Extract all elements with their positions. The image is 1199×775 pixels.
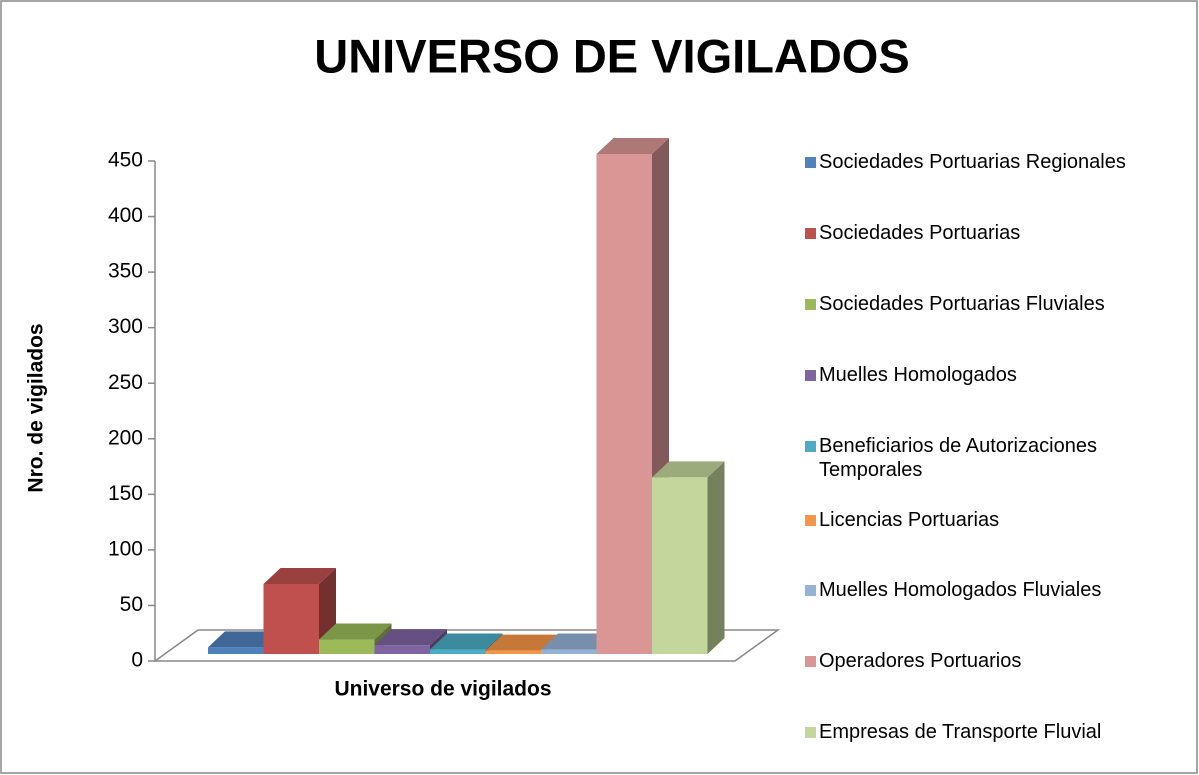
y-tick-label: 250 bbox=[108, 371, 143, 394]
y-tick-label: 400 bbox=[108, 204, 143, 227]
legend-item: Sociedades Portuarias bbox=[803, 221, 1183, 245]
bar-side bbox=[707, 461, 725, 654]
legend-item: Muelles Homologados Fluviales bbox=[803, 578, 1183, 602]
legend-label: Sociedades Portuarias Regionales bbox=[819, 151, 1126, 173]
bar-front bbox=[541, 649, 597, 654]
y-tick-label: 100 bbox=[108, 537, 143, 560]
bar bbox=[263, 568, 336, 654]
legend-swatch bbox=[805, 228, 816, 239]
bar bbox=[652, 461, 725, 654]
legend-swatch bbox=[805, 727, 816, 738]
bar-front bbox=[430, 649, 486, 654]
y-tick-label: 50 bbox=[120, 593, 143, 616]
legend-item: Empresas de Transporte Fluvial bbox=[803, 720, 1183, 744]
legend-label: Muelles Homologados bbox=[819, 364, 1017, 386]
legend-swatch bbox=[805, 441, 816, 452]
bar-top bbox=[541, 633, 614, 650]
y-tick-label: 350 bbox=[108, 260, 143, 283]
legend-label: Licencias Portuarias bbox=[819, 509, 1000, 531]
legend-swatch bbox=[805, 585, 816, 596]
legend-item: Beneficiarios de Autorizaciones Temporal… bbox=[803, 434, 1183, 482]
bar-front bbox=[485, 650, 541, 654]
y-tick-label: 0 bbox=[131, 649, 143, 672]
y-tick-label: 150 bbox=[108, 482, 143, 505]
bar-front bbox=[319, 639, 375, 654]
legend-item: Sociedades Portuarias Regionales bbox=[803, 150, 1183, 174]
chart-title: UNIVERSO DE VIGILADOS bbox=[314, 29, 909, 82]
legend-item: Muelles Homologados bbox=[803, 363, 1183, 387]
bar-front bbox=[263, 584, 319, 654]
bar-top bbox=[263, 568, 336, 584]
bar-front bbox=[208, 647, 264, 654]
bar bbox=[596, 138, 669, 654]
legend-swatch bbox=[805, 656, 816, 667]
bar-top bbox=[652, 461, 725, 478]
legend-item: Operadores Portuarios bbox=[803, 649, 1183, 673]
bar-top bbox=[374, 629, 447, 646]
legend-swatch bbox=[805, 157, 816, 168]
bar-top bbox=[430, 633, 503, 650]
legend-swatch bbox=[805, 370, 816, 381]
legend-label: Operadores Portuarios bbox=[819, 650, 1022, 672]
legend-label: Sociedades Portuarias bbox=[819, 222, 1021, 244]
y-tick-label: 300 bbox=[108, 315, 143, 338]
y-tick-label: 450 bbox=[108, 149, 143, 172]
legend-swatch bbox=[805, 299, 816, 310]
bar-top bbox=[208, 631, 281, 648]
bar-top bbox=[319, 623, 392, 640]
legend-swatch bbox=[805, 515, 816, 526]
x-tick-label: Universo de vigilados bbox=[334, 678, 551, 701]
legend-label: Muelles Homologados Fluviales bbox=[819, 579, 1102, 601]
y-tick-label: 200 bbox=[108, 426, 143, 449]
y-axis-label: Nro. de vigilados bbox=[25, 323, 48, 492]
bar-top bbox=[596, 138, 669, 154]
legend-label: Sociedades Portuarias Fluviales bbox=[819, 293, 1105, 315]
bar-top bbox=[485, 634, 558, 651]
legend-label: Beneficiarios de Autorizaciones Temporal… bbox=[819, 435, 1097, 481]
bar-front bbox=[596, 154, 652, 654]
bar-front bbox=[374, 645, 430, 654]
legend-label: Empresas de Transporte Fluvial bbox=[819, 721, 1102, 743]
legend-item: Sociedades Portuarias Fluviales bbox=[803, 292, 1183, 316]
bar-front bbox=[652, 477, 708, 654]
legend-item: Licencias Portuarias bbox=[803, 508, 1183, 532]
